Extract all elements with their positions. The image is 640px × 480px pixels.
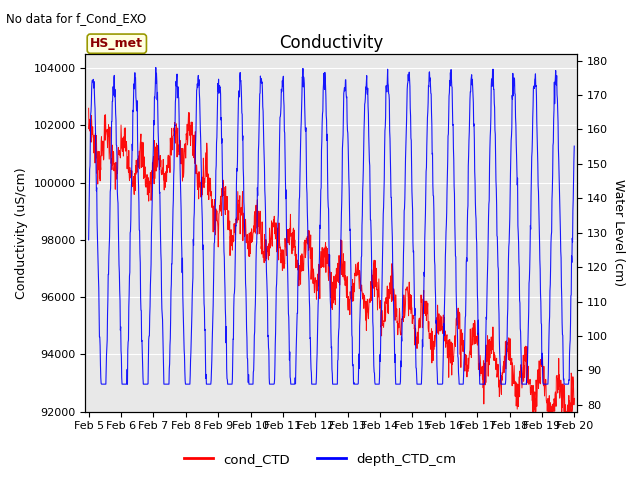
- Y-axis label: Conductivity (uS/cm): Conductivity (uS/cm): [15, 167, 28, 299]
- Legend: cond_CTD, depth_CTD_cm: cond_CTD, depth_CTD_cm: [179, 447, 461, 471]
- Title: Conductivity: Conductivity: [279, 34, 383, 52]
- Y-axis label: Water Level (cm): Water Level (cm): [612, 179, 625, 286]
- Text: No data for f_Cond_EXO: No data for f_Cond_EXO: [6, 12, 147, 25]
- Text: HS_met: HS_met: [90, 37, 143, 50]
